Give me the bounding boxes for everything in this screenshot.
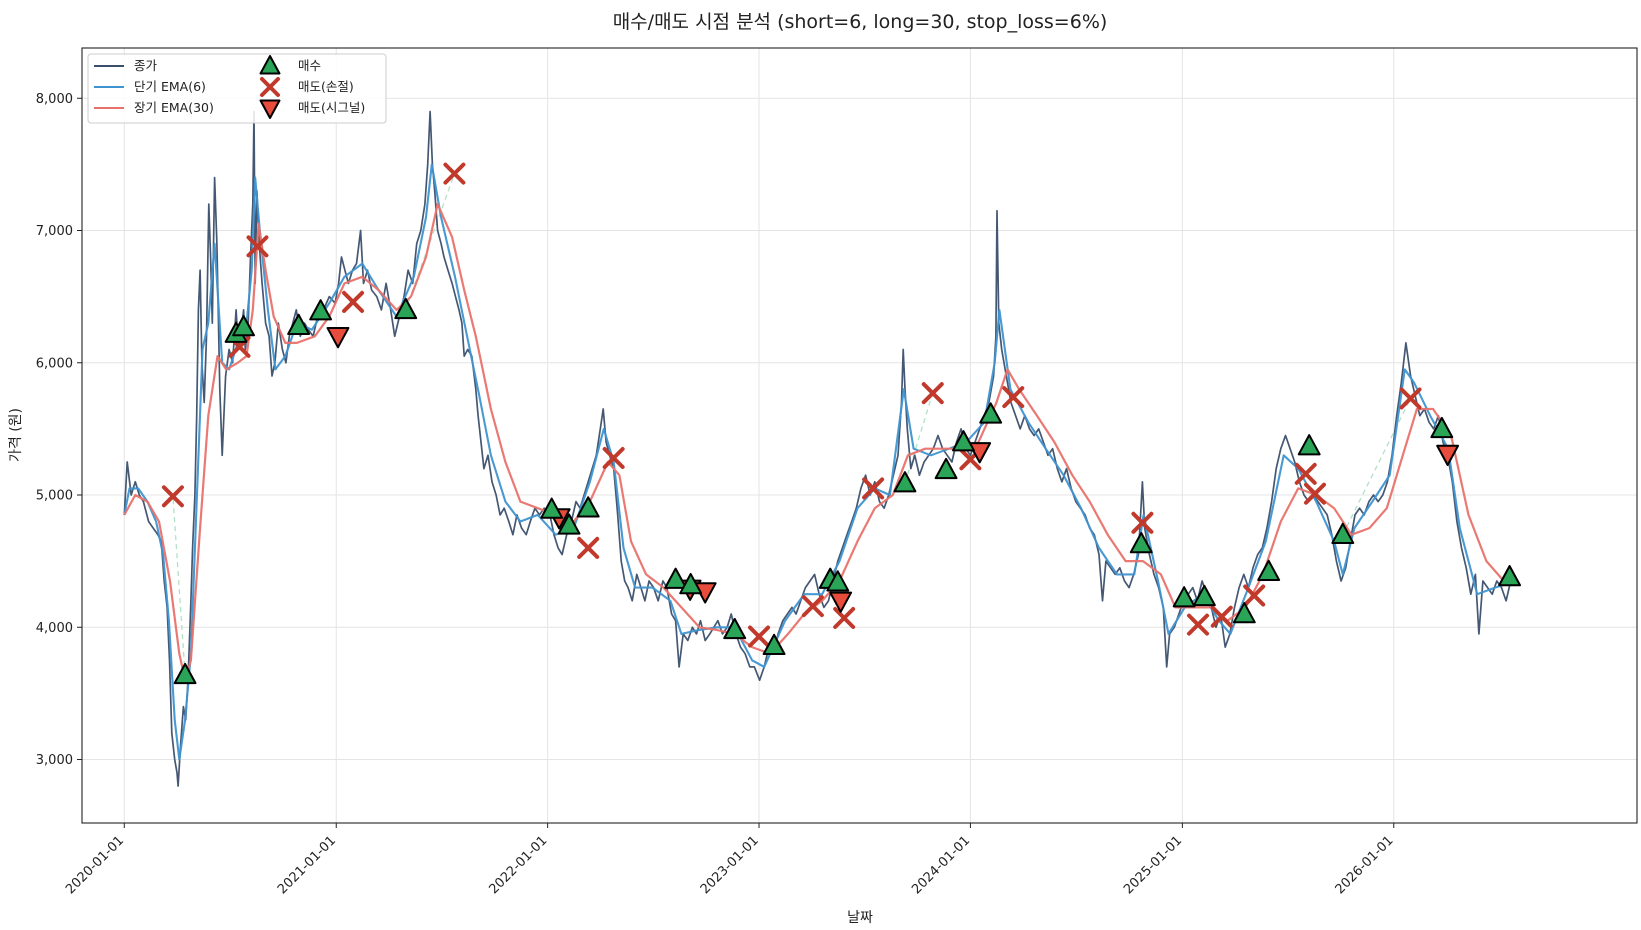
buy-marker <box>934 457 958 480</box>
buy-marker <box>762 633 786 656</box>
sell-stop-marker <box>246 235 269 258</box>
y-tick-label: 4,000 <box>36 621 73 636</box>
sell-signal-marker <box>968 442 992 464</box>
sell-stop-marker <box>1002 386 1025 409</box>
legend-swatch-sell-stop <box>260 77 280 97</box>
trade-link <box>904 392 934 484</box>
buy-marker <box>540 497 564 519</box>
buy-marker <box>1257 559 1281 581</box>
sell-stop-marker <box>1399 387 1422 410</box>
legend-label-buy: 매수 <box>298 58 321 73</box>
sell-signal-marker <box>326 327 350 349</box>
sell-stop-marker <box>1187 613 1210 636</box>
trade-link <box>172 496 186 675</box>
buy-marker <box>893 471 917 493</box>
legend-swatch-sell-signal <box>259 99 281 119</box>
buy-marker <box>576 496 600 518</box>
legend-label-close: 종가 <box>134 58 158 73</box>
sell-stop-marker <box>602 446 625 469</box>
buy-marker <box>1498 565 1522 587</box>
buy-marker <box>1192 584 1216 607</box>
legend-swatch-buy <box>259 55 281 75</box>
sell-stop-marker <box>1243 584 1266 607</box>
buy-marker <box>1172 586 1196 608</box>
buy-marker <box>232 315 256 337</box>
buy-marker <box>1232 602 1256 624</box>
buy-marker <box>826 570 850 592</box>
legend: 종가 단기 EMA(6) 장기 EMA(30) 매수 매도(손절) 매도(시그널… <box>87 53 387 124</box>
y-tick-label: 5,000 <box>36 489 73 504</box>
sell-stop-marker <box>577 536 600 559</box>
sell-stop-marker <box>748 625 771 648</box>
sell-stop-marker <box>1210 605 1233 628</box>
legend-label-sell-stop: 매도(손절) <box>298 79 354 94</box>
sell-stop-marker <box>1131 511 1154 534</box>
buy-marker <box>1331 522 1355 544</box>
legend-label-sell-signal: 매도(시그널) <box>298 100 365 115</box>
sell-stop-marker <box>801 595 824 618</box>
y-tick-label: 7,000 <box>36 224 73 239</box>
sell-stop-marker <box>862 477 885 500</box>
buy-marker <box>309 299 333 321</box>
legend-label-long-ema: 장기 EMA(30) <box>134 100 214 115</box>
trade-link <box>1342 398 1412 535</box>
buy-marker <box>557 513 581 535</box>
buy-marker <box>1129 531 1153 554</box>
sell-stop-marker <box>443 162 466 185</box>
legend-sell-stop-cross <box>260 77 280 97</box>
legend-buy-triangle <box>259 55 281 75</box>
chart-title: 매수/매도 시점 분석 (short=6, long=30, stop_loss… <box>613 11 1108 33</box>
sell-stop-marker <box>833 607 856 630</box>
legend-sell-signal-triangle <box>259 99 281 119</box>
buy-marker <box>173 662 197 685</box>
buy-marker <box>979 402 1003 424</box>
buy-marker <box>723 617 747 640</box>
legend-label-short-ema: 단기 EMA(6) <box>134 79 206 94</box>
sell-stop-marker <box>921 382 944 405</box>
x-axis-label: 날짜 <box>847 910 873 926</box>
y-tick-label: 8,000 <box>36 92 73 107</box>
sell-stop-marker <box>1303 482 1326 505</box>
buy-marker <box>1430 416 1454 439</box>
y-axis-label: 가격 (원) <box>8 408 24 462</box>
sell-stop-marker <box>342 290 365 313</box>
buy-marker <box>1297 434 1321 456</box>
y-axis: 3,000 4,000 5,000 6,000 7,000 8,000 <box>36 92 82 768</box>
plot-frame <box>81 47 1638 824</box>
sell-signal-marker <box>829 591 853 613</box>
buy-marker <box>952 430 975 452</box>
sell-signal-marker <box>1436 444 1460 467</box>
plot-area <box>123 110 1522 787</box>
y-tick-label: 3,000 <box>36 753 73 768</box>
series-line-long-ema <box>123 203 1516 682</box>
buy-marker <box>664 567 688 589</box>
sell-stop-marker <box>161 485 184 508</box>
buy-marker <box>394 297 418 320</box>
y-tick-label: 6,000 <box>36 356 73 371</box>
legend-box <box>87 53 387 124</box>
sell-stop-marker <box>1294 462 1317 485</box>
buy-marker <box>679 572 703 595</box>
buy-marker <box>287 313 311 335</box>
